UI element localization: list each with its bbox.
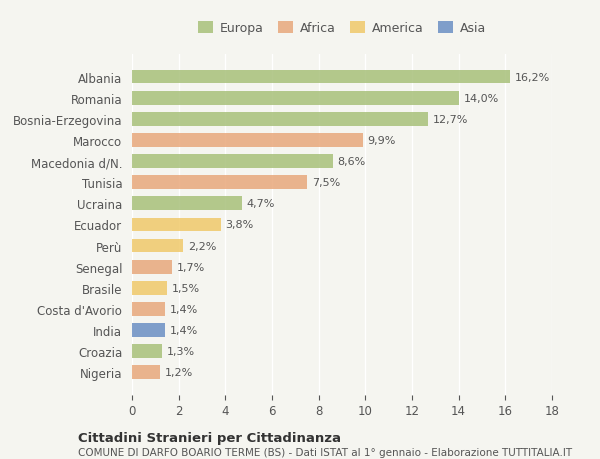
Text: 14,0%: 14,0% [463,94,499,103]
Bar [132,218,221,232]
Bar [132,112,428,126]
Bar [132,176,307,190]
Text: 9,9%: 9,9% [368,135,396,146]
Text: 3,8%: 3,8% [226,220,254,230]
Text: COMUNE DI DARFO BOARIO TERME (BS) - Dati ISTAT al 1° gennaio - Elaborazione TUTT: COMUNE DI DARFO BOARIO TERME (BS) - Dati… [78,448,572,458]
Bar [132,260,172,274]
Bar [132,239,184,253]
Text: 1,2%: 1,2% [164,368,193,377]
Bar [132,134,363,147]
Bar [132,324,164,337]
Bar [132,366,160,379]
Bar [132,71,510,84]
Bar [132,345,163,358]
Bar [132,302,164,316]
Bar [132,281,167,295]
Bar [132,92,458,105]
Bar [132,197,242,211]
Text: 1,3%: 1,3% [167,347,195,356]
Text: 2,2%: 2,2% [188,241,217,251]
Text: Cittadini Stranieri per Cittadinanza: Cittadini Stranieri per Cittadinanza [78,431,341,444]
Bar [132,155,332,168]
Text: 7,5%: 7,5% [311,178,340,188]
Text: 12,7%: 12,7% [433,115,469,124]
Text: 1,5%: 1,5% [172,283,200,293]
Text: 1,4%: 1,4% [169,325,197,335]
Text: 8,6%: 8,6% [337,157,365,167]
Text: 4,7%: 4,7% [247,199,275,209]
Text: 1,4%: 1,4% [169,304,197,314]
Text: 16,2%: 16,2% [515,73,550,82]
Legend: Europa, Africa, America, Asia: Europa, Africa, America, Asia [193,17,491,40]
Text: 1,7%: 1,7% [176,262,205,272]
